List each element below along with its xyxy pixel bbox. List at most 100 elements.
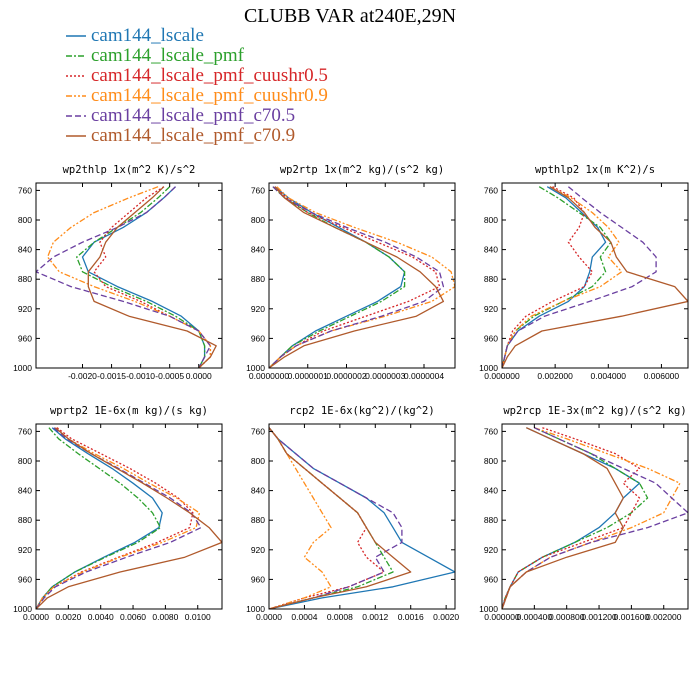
series-line: [76, 186, 206, 368]
y-tick-label: 920: [484, 304, 498, 314]
y-tick-label: 1000: [246, 363, 265, 373]
x-tick-label: 0.0000002: [326, 371, 366, 381]
series-line: [36, 427, 222, 609]
series-line: [502, 186, 623, 368]
series-line: [269, 186, 406, 368]
x-tick-label: 0.0000004: [404, 371, 444, 381]
panel-title: wp2rtp 1x(m^2 kg)/(s^2 kg): [280, 164, 444, 176]
y-tick-label: 960: [18, 333, 32, 343]
plot-frame: [268, 423, 456, 610]
y-tick-label: 800: [251, 215, 265, 225]
y-tick-label: 960: [484, 333, 498, 343]
y-tick-label: 760: [251, 185, 265, 195]
y-tick-label: 800: [18, 456, 32, 466]
plot-frame: [501, 182, 689, 369]
series-line: [502, 186, 688, 368]
y-tick-label: 1000: [479, 604, 498, 614]
x-tick-label: 0.0080: [152, 612, 178, 622]
x-tick-label: 0.0040: [88, 612, 114, 622]
panel-title: rcp2 1E-6x(kg^2)/(kg^2): [289, 405, 434, 417]
series-group: [269, 427, 455, 609]
y-tick-label: 760: [484, 185, 498, 195]
y-tick-label: 1000: [246, 604, 265, 614]
legend-label: cam144_lscale_pmf_cuushr0.5: [91, 65, 328, 86]
legend-label: cam144_lscale_pmf_c70.5: [91, 105, 295, 126]
panel: wpthlp2 1x(m K^2)/s 760 800 840 880 920 960 100…: [479, 164, 689, 381]
x-tick-label: 0.000800: [549, 612, 585, 622]
legend-label: cam144_lscale_pmf: [91, 45, 245, 66]
series-group: [36, 186, 217, 368]
x-tick-label: 0.000000: [484, 371, 520, 381]
plot-frame: [35, 423, 223, 610]
x-tick-label: 0.0000000: [249, 371, 289, 381]
x-tick-label: 0.0000001: [288, 371, 328, 381]
y-tick-label: 960: [251, 574, 265, 584]
panel: wp2thlp 1x(m^2 K)/s^2 760 800 840 880 920 960 1…: [13, 164, 223, 381]
x-tick-label: 0.000000: [484, 612, 520, 622]
y-tick-label: 760: [251, 426, 265, 436]
y-tick-label: 760: [18, 185, 32, 195]
x-tick-label: 0.0000: [23, 612, 49, 622]
series-group: [502, 427, 688, 609]
x-tick-label: -0.0010: [126, 371, 155, 381]
panel: wprtp2 1E-6x(m kg)/(s kg) 760 800 840 880 920…: [13, 405, 223, 622]
y-tick-label: 840: [18, 245, 32, 255]
legend-entry: cam144_lscale_pmf_c70.9: [66, 125, 295, 146]
series-line: [269, 427, 412, 609]
x-tick-label: 0.002000: [537, 371, 573, 381]
x-tick-label: 0.0004: [291, 612, 317, 622]
y-tick-label: 880: [251, 515, 265, 525]
y-tick-label: 960: [18, 574, 32, 584]
y-tick-label: 960: [484, 574, 498, 584]
series-line: [502, 427, 641, 609]
y-tick-label: 800: [18, 215, 32, 225]
series-line: [269, 186, 406, 368]
series-group: [269, 186, 455, 368]
y-tick-label: 800: [484, 215, 498, 225]
series-line: [269, 186, 445, 368]
x-tick-label: 0.001200: [581, 612, 617, 622]
y-tick-label: 840: [18, 486, 32, 496]
x-tick-label: 0.001600: [614, 612, 650, 622]
y-tick-label: 840: [251, 486, 265, 496]
legend-entry: cam144_lscale_pmf_cuushr0.5: [66, 65, 328, 86]
x-tick-label: -0.0020: [68, 371, 97, 381]
y-tick-label: 880: [18, 274, 32, 284]
series-line: [502, 427, 624, 609]
figure-title: CLUBB VAR at240E,29N: [244, 5, 456, 27]
x-tick-label: 0.0012: [362, 612, 388, 622]
x-tick-label: 0.0020: [433, 612, 459, 622]
x-tick-label: 0.0060: [120, 612, 146, 622]
x-tick-label: 0.002000: [646, 612, 682, 622]
y-tick-label: 1000: [479, 363, 498, 373]
y-tick-label: 840: [484, 245, 498, 255]
y-tick-label: 920: [484, 545, 498, 555]
panel-title: wp2rcp 1E-3x(m^2 kg)/(s^2 kg): [503, 405, 686, 417]
legend-label: cam144_lscale_pmf_c70.9: [91, 125, 295, 146]
panel-title: wp2thlp 1x(m^2 K)/s^2: [63, 164, 196, 176]
y-tick-label: 760: [18, 426, 32, 436]
chart-panels: wp2thlp 1x(m^2 K)/s^2 760 800 840 880 920 960 1…: [13, 164, 689, 622]
series-line: [502, 186, 657, 368]
x-tick-label: 0.004000: [591, 371, 627, 381]
y-tick-label: 960: [251, 333, 265, 343]
y-tick-label: 840: [251, 245, 265, 255]
panel-title: wpthlp2 1x(m K^2)/s: [535, 164, 655, 176]
legend-entry: cam144_lscale_pmf_c70.5: [66, 105, 295, 126]
series-line: [502, 427, 688, 609]
x-tick-label: 0.0020: [55, 612, 81, 622]
y-tick-label: 800: [484, 456, 498, 466]
series-line: [36, 427, 163, 609]
y-tick-label: 920: [251, 545, 265, 555]
panel: wp2rtp 1x(m^2 kg)/(s^2 kg) 760 800 840 880 92…: [246, 164, 456, 381]
x-tick-label: 0.0000: [186, 371, 212, 381]
series-line: [36, 427, 201, 609]
series-line: [269, 427, 403, 609]
y-tick-label: 920: [251, 304, 265, 314]
x-tick-label: 0.0008: [327, 612, 353, 622]
legend-label: cam144_lscale: [91, 25, 204, 46]
y-tick-label: 880: [251, 274, 265, 284]
series-line: [36, 186, 212, 368]
panel: wp2rcp 1E-3x(m^2 kg)/(s^2 kg) 760 800 840 88…: [479, 405, 689, 622]
